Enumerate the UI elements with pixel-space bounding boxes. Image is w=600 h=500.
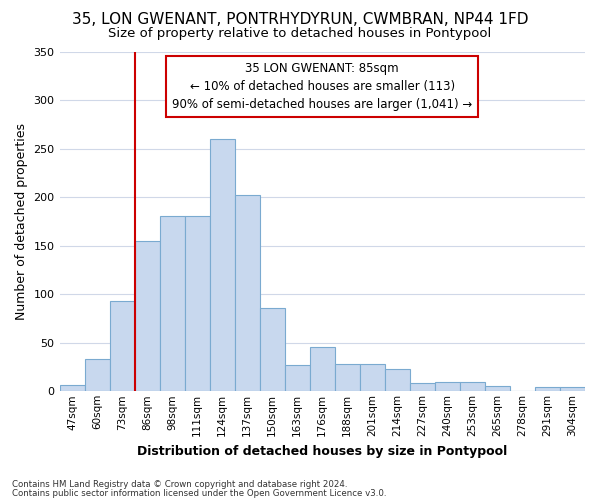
Bar <box>360 364 385 392</box>
Bar <box>460 382 485 392</box>
Bar <box>160 216 185 392</box>
Bar <box>335 364 360 392</box>
Bar <box>185 216 209 392</box>
Text: Size of property relative to detached houses in Pontypool: Size of property relative to detached ho… <box>109 28 491 40</box>
Bar <box>285 365 310 392</box>
Text: Contains public sector information licensed under the Open Government Licence v3: Contains public sector information licen… <box>12 490 386 498</box>
Text: Contains HM Land Registry data © Crown copyright and database right 2024.: Contains HM Land Registry data © Crown c… <box>12 480 347 489</box>
Bar <box>235 195 260 392</box>
Bar <box>310 346 335 392</box>
Bar <box>410 384 435 392</box>
Bar <box>85 359 110 392</box>
Bar <box>209 139 235 392</box>
Bar <box>560 388 585 392</box>
Bar <box>260 308 285 392</box>
Bar <box>59 386 85 392</box>
Bar <box>535 388 560 392</box>
Bar <box>435 382 460 392</box>
Bar <box>110 301 134 392</box>
Bar <box>134 241 160 392</box>
Text: 35 LON GWENANT: 85sqm
← 10% of detached houses are smaller (113)
90% of semi-det: 35 LON GWENANT: 85sqm ← 10% of detached … <box>172 62 472 110</box>
Bar <box>385 369 410 392</box>
X-axis label: Distribution of detached houses by size in Pontypool: Distribution of detached houses by size … <box>137 444 508 458</box>
Y-axis label: Number of detached properties: Number of detached properties <box>15 123 28 320</box>
Text: 35, LON GWENANT, PONTRHYDYRUN, CWMBRAN, NP44 1FD: 35, LON GWENANT, PONTRHYDYRUN, CWMBRAN, … <box>72 12 528 28</box>
Bar <box>485 386 510 392</box>
